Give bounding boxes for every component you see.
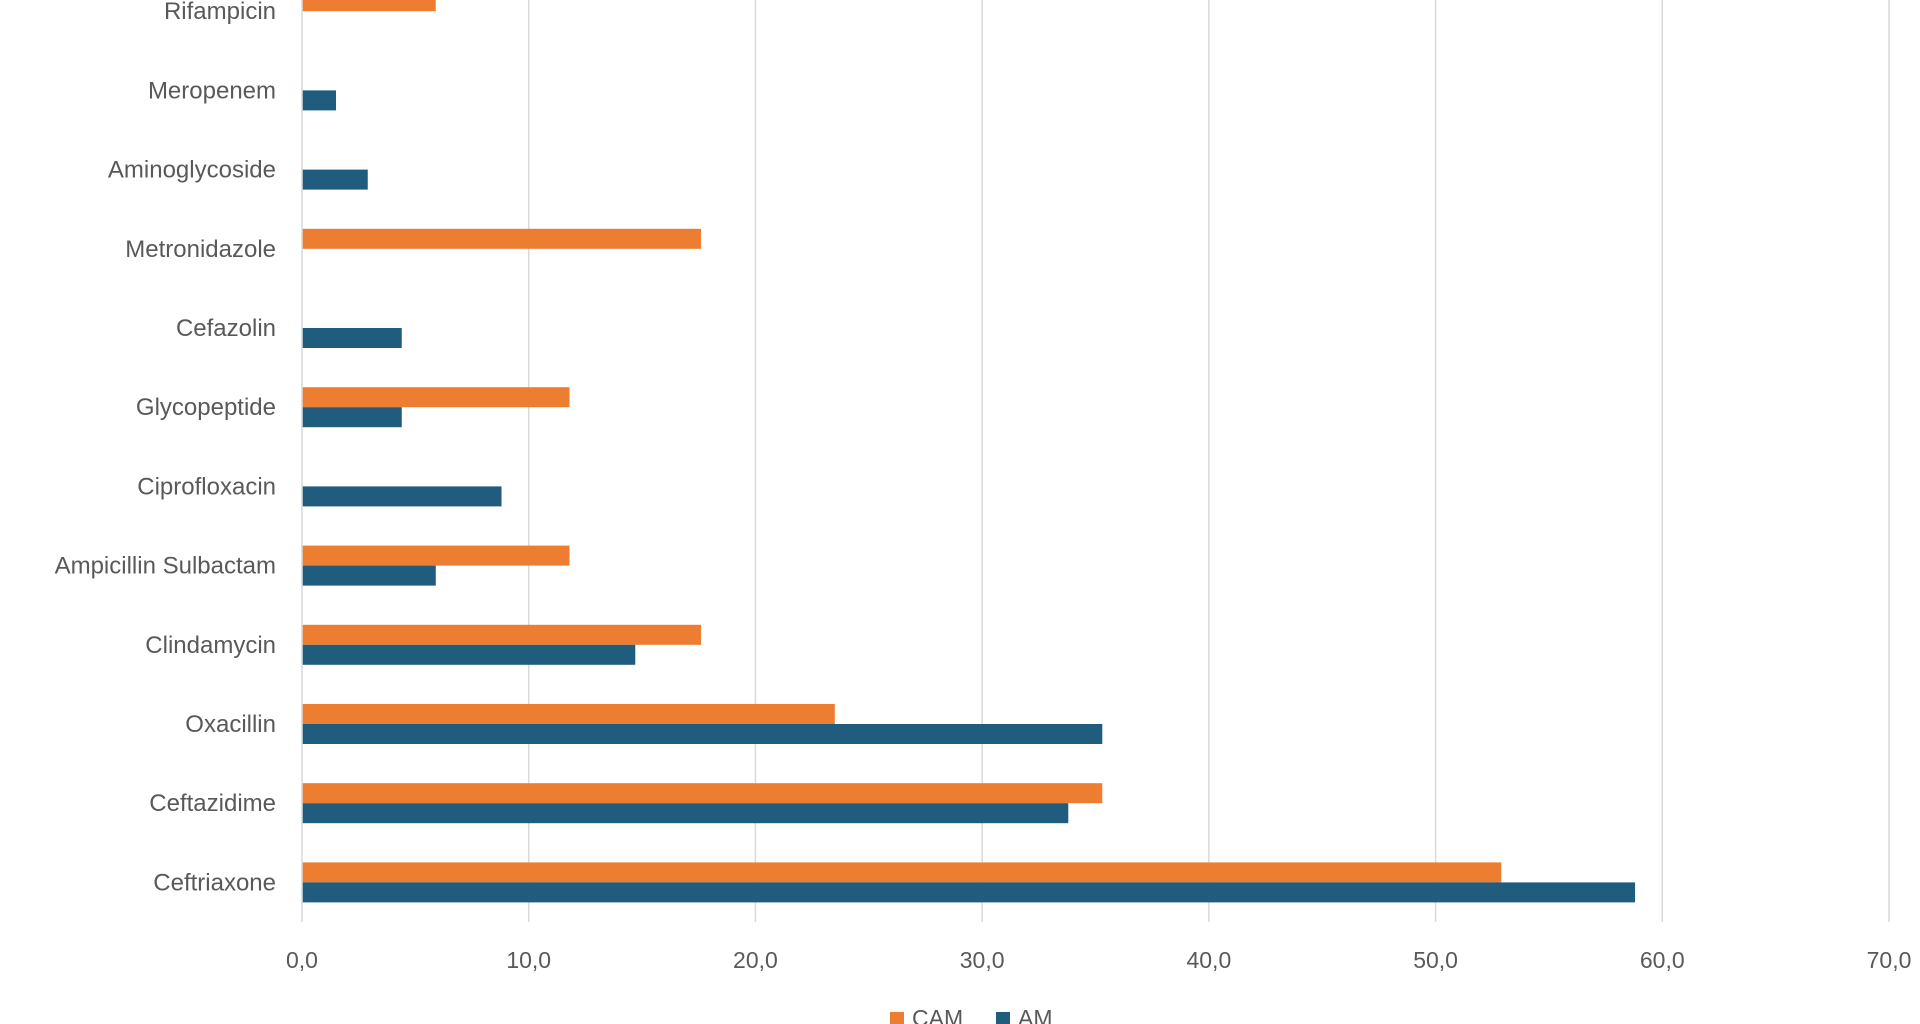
category-label: Glycopeptide	[136, 394, 276, 421]
bar-am-ciprofloxacin	[302, 486, 502, 507]
bar-cam-ceftriaxone	[302, 862, 1502, 883]
bar-am-oxacillin	[302, 724, 1103, 744]
x-tick-labels: 0,0 10,0 20,0 30,0 40,0 50,0 60,0 70,0	[286, 947, 1911, 973]
category-label: Metronidazole	[125, 236, 276, 263]
category-label: Ceftazidime	[149, 790, 276, 817]
category-label: Ampicillin Sulbactam	[55, 553, 276, 580]
legend-swatch-am	[996, 1012, 1010, 1024]
bar-cam-ampicillin-sulbactam	[302, 545, 570, 566]
x-tick-label: 20,0	[733, 947, 778, 973]
bar-cam-metronidazole	[302, 228, 702, 249]
bar-cam-clindamycin	[302, 624, 702, 645]
bar-am-aminoglycoside	[302, 169, 368, 190]
category-label: Aminoglycoside	[108, 157, 276, 184]
bars	[302, 0, 1636, 903]
legend-swatch-cam	[890, 1012, 904, 1024]
bar-am-meropenem	[302, 90, 337, 111]
x-tick-label: 70,0	[1867, 947, 1912, 973]
bar-am-clindamycin	[302, 644, 636, 665]
bar-cam-rifampicin	[302, 0, 436, 12]
bar-am-ampicillin-sulbactam	[302, 565, 436, 586]
bar-am-ceftriaxone	[302, 882, 1636, 903]
category-label: Oxacillin	[185, 711, 276, 738]
category-labels: Ceftriaxone Ceftazidime Oxacillin Clindamyc…	[55, 0, 276, 896]
legend-label-am: AM	[1018, 1005, 1053, 1024]
bar-cam-glycopeptide	[302, 387, 570, 408]
category-label: Meropenem	[148, 77, 276, 104]
legend-label-cam: CAM	[912, 1005, 963, 1024]
x-tick-label: 40,0	[1186, 947, 1231, 973]
category-label: Cefazolin	[176, 315, 276, 342]
bar-cam-ceftazidime	[302, 783, 1103, 804]
x-tick-label: 10,0	[506, 947, 551, 973]
category-label: Ceftriaxone	[153, 869, 276, 896]
bar-am-ceftazidime	[302, 803, 1069, 824]
legend: CAM AM	[890, 1005, 1053, 1024]
x-tick-label: 60,0	[1640, 947, 1685, 973]
x-tick-label: 0,0	[286, 947, 318, 973]
category-label: Clindamycin	[145, 632, 276, 659]
x-tick-label: 50,0	[1413, 947, 1458, 973]
category-label: Ciprofloxacin	[137, 473, 276, 500]
bar-cam-oxacillin	[302, 704, 835, 724]
bar-am-cefazolin	[302, 328, 402, 348]
gridlines	[527, 0, 1890, 922]
x-tick-label: 30,0	[960, 947, 1005, 973]
bar-am-glycopeptide	[302, 407, 402, 428]
category-label: Rifampicin	[164, 0, 276, 25]
